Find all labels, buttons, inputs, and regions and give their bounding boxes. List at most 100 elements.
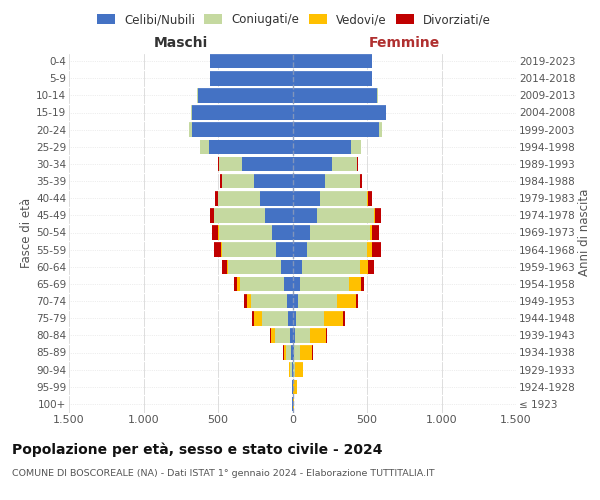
Bar [275,328,290,342]
Bar [192,105,293,120]
Bar [307,242,367,257]
Bar [237,276,239,291]
Bar [293,362,295,377]
Bar [325,311,343,326]
Bar [293,156,332,171]
Bar [293,242,307,257]
Bar [293,88,377,102]
Bar [349,276,361,291]
Bar [189,122,192,137]
Y-axis label: Fasce di età: Fasce di età [20,198,33,268]
Bar [379,122,382,137]
Bar [290,362,292,377]
Bar [372,242,380,257]
Bar [310,225,370,240]
Bar [212,225,218,240]
Bar [219,156,242,171]
Bar [376,208,381,222]
Bar [293,276,299,291]
Bar [293,140,350,154]
Bar [299,345,313,360]
Bar [350,140,361,154]
Bar [242,156,293,171]
Bar [218,191,260,206]
Bar [295,362,303,377]
Bar [276,242,293,257]
Bar [200,140,209,154]
Bar [247,294,251,308]
Bar [251,294,287,308]
Bar [293,311,296,326]
Bar [292,362,293,377]
Bar [214,242,221,257]
Legend: Celibi/Nubili, Coniugati/e, Vedovi/e, Divorziati/e: Celibi/Nubili, Coniugati/e, Vedovi/e, Di… [92,8,496,31]
Text: COMUNE DI BOSCOREALE (NA) - Dati ISTAT 1° gennaio 2024 - Elaborazione TUTTITALIA: COMUNE DI BOSCOREALE (NA) - Dati ISTAT 1… [12,469,434,478]
Bar [294,345,299,360]
Bar [374,208,376,222]
Bar [210,54,293,68]
Bar [317,208,374,222]
Text: Maschi: Maschi [154,36,208,50]
Bar [219,225,272,240]
Bar [198,88,293,102]
Bar [367,242,372,257]
Bar [287,294,293,308]
Bar [284,345,286,360]
Bar [293,54,372,68]
Bar [296,311,325,326]
Bar [229,260,281,274]
Bar [223,260,227,274]
Bar [290,328,293,342]
Bar [293,191,320,206]
Bar [360,174,362,188]
Bar [191,105,192,120]
Bar [192,122,293,137]
Bar [293,122,379,137]
Bar [239,276,284,291]
Bar [293,225,310,240]
Bar [360,260,368,274]
Bar [233,276,237,291]
Bar [293,174,325,188]
Bar [293,105,386,120]
Bar [265,208,293,222]
Bar [361,276,364,291]
Bar [368,260,374,274]
Bar [368,191,371,206]
Bar [293,208,317,222]
Bar [293,260,302,274]
Bar [251,311,254,326]
Bar [295,328,310,342]
Bar [215,191,218,206]
Text: Femmine: Femmine [368,36,440,50]
Bar [209,140,293,154]
Bar [244,294,247,308]
Bar [332,156,357,171]
Bar [356,294,358,308]
Bar [293,380,296,394]
Bar [270,328,271,342]
Bar [325,174,360,188]
Bar [310,328,326,342]
Bar [227,260,229,274]
Bar [260,191,293,206]
Bar [220,174,221,188]
Bar [281,260,293,274]
Bar [262,311,288,326]
Bar [289,362,290,377]
Bar [288,311,293,326]
Bar [337,294,356,308]
Bar [293,328,295,342]
Bar [271,328,275,342]
Bar [222,242,276,257]
Bar [254,174,293,188]
Bar [320,191,367,206]
Bar [372,225,379,240]
Bar [343,311,344,326]
Bar [370,225,372,240]
Bar [302,260,360,274]
Bar [293,345,294,360]
Text: Popolazione per età, sesso e stato civile - 2024: Popolazione per età, sesso e stato civil… [12,442,383,457]
Bar [222,174,254,188]
Bar [284,276,293,291]
